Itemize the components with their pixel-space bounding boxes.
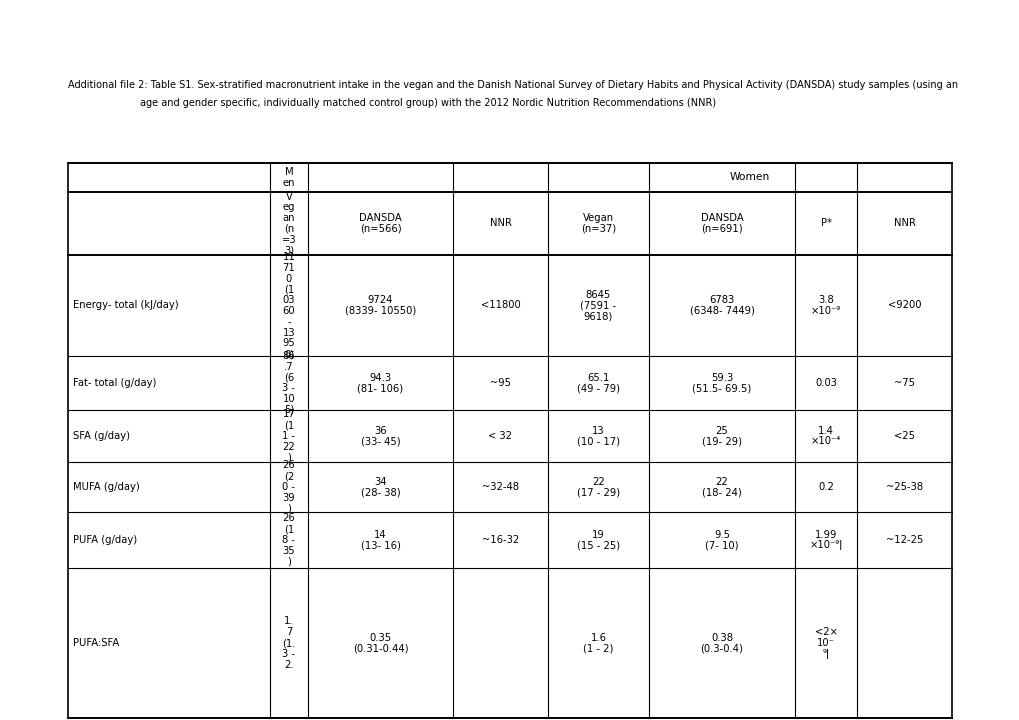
Text: P*: P* (819, 218, 830, 228)
Text: 9724
(8339- 10550): 9724 (8339- 10550) (344, 295, 416, 316)
Text: 25
(19- 29): 25 (19- 29) (701, 426, 741, 446)
Text: ~75: ~75 (893, 378, 914, 388)
Text: MUFA (g/day): MUFA (g/day) (73, 482, 140, 492)
Text: 1.
7
(1.
3 -
2.: 1. 7 (1. 3 - 2. (282, 616, 296, 670)
Text: Additional file 2: Table S1. Sex-stratified macronutrient intake in the vegan an: Additional file 2: Table S1. Sex-stratif… (68, 80, 957, 90)
Text: Women: Women (730, 173, 769, 182)
Text: 3.8
×10⁻⁹: 3.8 ×10⁻⁹ (810, 295, 841, 316)
Text: 11
71
0
(1
03
60
-
13
95
0): 11 71 0 (1 03 60 - 13 95 0) (282, 252, 296, 359)
Text: 22
(17 - 29): 22 (17 - 29) (577, 477, 620, 498)
Text: DANSDA
(n=566): DANSDA (n=566) (359, 213, 401, 234)
Text: V
eg
an
(n
=3
3): V eg an (n =3 3) (281, 192, 297, 256)
Text: NNR: NNR (893, 218, 914, 228)
Text: DANSDA
(n=691): DANSDA (n=691) (700, 213, 743, 234)
Text: 1.6
(1 - 2): 1.6 (1 - 2) (583, 633, 613, 654)
Text: ~12-25: ~12-25 (884, 535, 922, 545)
Text: 1.4
×10⁻⁴: 1.4 ×10⁻⁴ (810, 426, 841, 446)
Text: 59.3
(51.5- 69.5): 59.3 (51.5- 69.5) (692, 373, 751, 393)
Text: 22
(18- 24): 22 (18- 24) (701, 477, 741, 498)
Text: <25: <25 (893, 431, 914, 441)
Text: 6783
(6348- 7449): 6783 (6348- 7449) (689, 295, 754, 316)
Text: M
en: M en (282, 167, 294, 188)
Text: Energy- total (kJ/day): Energy- total (kJ/day) (73, 300, 178, 310)
Text: 65.1
(49 - 79): 65.1 (49 - 79) (577, 373, 620, 393)
Text: 0.35
(0.31-0.44): 0.35 (0.31-0.44) (353, 633, 408, 654)
Text: 13
(10 - 17): 13 (10 - 17) (577, 426, 620, 446)
Text: 94.3
(81- 106): 94.3 (81- 106) (357, 373, 404, 393)
Text: 0.2: 0.2 (817, 482, 834, 492)
Text: ~95: ~95 (489, 378, 511, 388)
Text: NNR: NNR (489, 218, 511, 228)
Text: <2×
10⁻
⁹ǀ: <2× 10⁻ ⁹ǀ (814, 627, 837, 659)
Text: <9200: <9200 (887, 300, 920, 310)
Text: ~32-48: ~32-48 (482, 482, 519, 492)
Text: Fat- total (g/day): Fat- total (g/day) (73, 378, 156, 388)
Text: ~16-32: ~16-32 (481, 535, 519, 545)
Text: ~25-38: ~25-38 (886, 482, 922, 492)
Text: 0.03: 0.03 (814, 378, 837, 388)
Text: 26
(1
8 -
35
): 26 (1 8 - 35 ) (282, 513, 296, 567)
Text: 19
(15 - 25): 19 (15 - 25) (577, 530, 620, 550)
Text: 14
(13- 16): 14 (13- 16) (360, 530, 400, 550)
Text: 1.99
×10⁻⁹ǀ: 1.99 ×10⁻⁹ǀ (809, 530, 842, 550)
Text: 9.5
(7- 10): 9.5 (7- 10) (704, 530, 738, 550)
Text: <11800: <11800 (480, 300, 520, 310)
Text: SFA (g/day): SFA (g/day) (73, 431, 129, 441)
Text: 34
(28- 38): 34 (28- 38) (361, 477, 399, 498)
Text: 8645
(7591 -
9618): 8645 (7591 - 9618) (580, 289, 615, 321)
Text: 26
(2
0 -
39
): 26 (2 0 - 39 ) (282, 460, 296, 513)
Text: age and gender specific, individually matched control group) with the 2012 Nordi: age and gender specific, individually ma… (140, 98, 715, 108)
Text: < 32: < 32 (488, 431, 512, 441)
Text: PUFA (g/day): PUFA (g/day) (73, 535, 137, 545)
Text: PUFA:SFA: PUFA:SFA (73, 638, 119, 648)
Text: 86
.7
(6
3 -
10
5): 86 .7 (6 3 - 10 5) (282, 351, 296, 415)
Text: 0.38
(0.3-0.4): 0.38 (0.3-0.4) (700, 633, 743, 654)
Text: 17
(1
1 -
22
): 17 (1 1 - 22 ) (282, 410, 296, 463)
Text: 36
(33- 45): 36 (33- 45) (361, 426, 399, 446)
Text: Vegan
(n=37): Vegan (n=37) (581, 213, 615, 234)
